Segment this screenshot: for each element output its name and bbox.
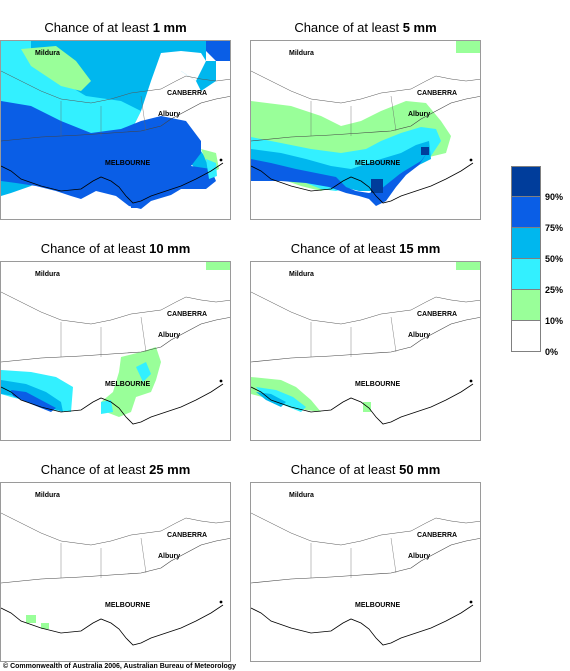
label-canberra: CANBERRA — [167, 311, 207, 318]
map-15mm: Mildura CANBERRA Albury MELBOURNE — [250, 261, 481, 441]
label-canberra: CANBERRA — [417, 532, 457, 539]
legend-swatch-25 — [511, 259, 541, 290]
label-melbourne: MELBOURNE — [355, 160, 400, 167]
label-melbourne: MELBOURNE — [105, 160, 150, 167]
map-50mm: Mildura CANBERRA Albury MELBOURNE — [250, 482, 481, 662]
label-melbourne: MELBOURNE — [105, 381, 150, 388]
label-albury: Albury — [158, 553, 180, 560]
label-albury: Albury — [408, 111, 430, 118]
legend-swatch-50 — [511, 228, 541, 259]
label-mildura: Mildura — [35, 50, 60, 57]
panel-title-1mm: Chance of at least 1 mm — [44, 20, 187, 35]
panel-title-5mm: Chance of at least 5 mm — [294, 20, 437, 35]
label-mildura: Mildura — [289, 271, 314, 278]
label-mildura: Mildura — [289, 492, 314, 499]
label-melbourne: MELBOURNE — [355, 381, 400, 388]
legend-label-90: 90% — [545, 192, 564, 202]
map-5mm: Mildura CANBERRA Albury MELBOURNE — [250, 40, 481, 220]
legend-label-50: 50% — [545, 254, 564, 264]
label-albury: Albury — [408, 553, 430, 560]
legend-label-75: 75% — [545, 223, 564, 233]
map-1mm: Mildura CANBERRA Albury MELBOURNE — [0, 40, 231, 220]
label-canberra: CANBERRA — [417, 311, 457, 318]
legend-swatch-10 — [511, 290, 541, 321]
panel-title-10mm: Chance of at least 10 mm — [40, 241, 191, 256]
probability-legend: 90% 75% 50% 25% 10% 0% — [511, 166, 563, 357]
map-10mm: Mildura CANBERRA Albury MELBOURNE — [0, 261, 231, 441]
label-canberra: CANBERRA — [167, 532, 207, 539]
panel-title-15mm: Chance of at least 15 mm — [290, 241, 441, 256]
panel-title-25mm: Chance of at least 25 mm — [40, 462, 191, 477]
legend-label-25: 25% — [545, 285, 564, 295]
legend-swatch-90 — [511, 166, 541, 197]
legend-label-10: 10% — [545, 316, 564, 326]
legend-label-0: 0% — [545, 347, 559, 357]
label-mildura: Mildura — [289, 50, 314, 57]
label-mildura: Mildura — [35, 271, 60, 278]
label-canberra: CANBERRA — [167, 90, 207, 97]
copyright-notice: © Commonwealth of Australia 2006, Austra… — [3, 663, 236, 670]
label-albury: Albury — [158, 332, 180, 339]
panel-title-50mm: Chance of at least 50 mm — [290, 462, 441, 477]
map-25mm: Mildura CANBERRA Albury MELBOURNE — [0, 482, 231, 662]
label-mildura: Mildura — [35, 492, 60, 499]
label-albury: Albury — [408, 332, 430, 339]
label-canberra: CANBERRA — [417, 90, 457, 97]
label-melbourne: MELBOURNE — [105, 602, 150, 609]
legend-swatch-0 — [511, 321, 541, 352]
label-melbourne: MELBOURNE — [355, 602, 400, 609]
legend-swatch-75 — [511, 197, 541, 228]
label-albury: Albury — [158, 111, 180, 118]
